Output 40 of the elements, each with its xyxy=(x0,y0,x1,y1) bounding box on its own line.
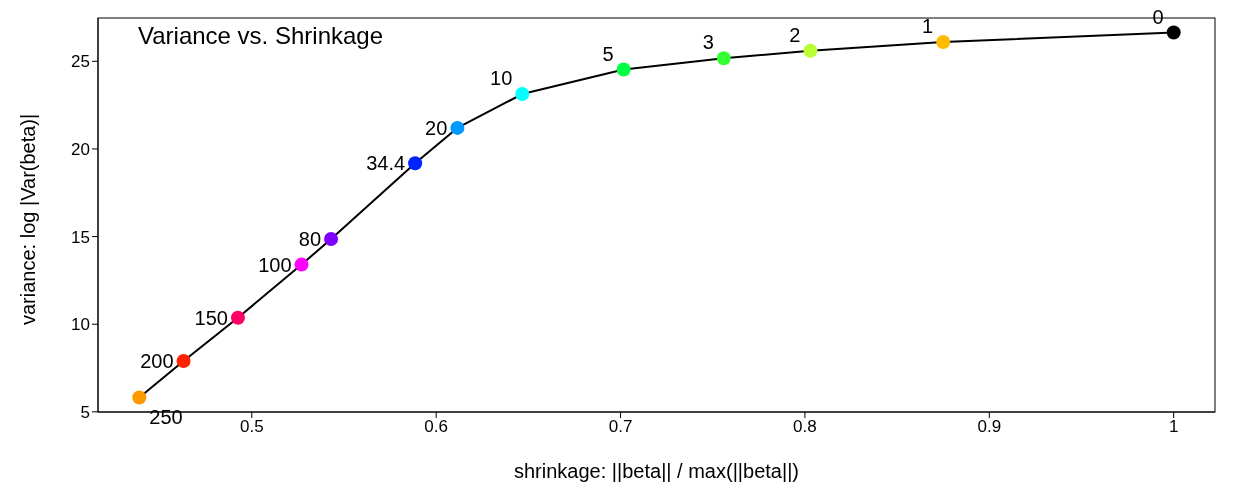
point xyxy=(716,51,731,66)
x-tick-label: 0.7 xyxy=(608,417,633,437)
point xyxy=(1166,25,1181,40)
y-tick-label: 20 xyxy=(71,139,90,159)
annotation: 200 xyxy=(140,350,174,372)
annotation: 20 xyxy=(425,116,448,139)
x-tick-label: 0.8 xyxy=(793,417,817,437)
point xyxy=(936,35,951,50)
point xyxy=(616,62,631,77)
point xyxy=(294,257,309,272)
annotation: 0 xyxy=(1152,5,1164,28)
y-tick-label: 5 xyxy=(80,402,90,422)
point xyxy=(324,232,339,247)
x-axis-title: shrinkage: ||beta|| / max(||beta||) xyxy=(513,460,800,482)
y-tick-label: 10 xyxy=(71,315,90,335)
point xyxy=(132,390,147,405)
annotation: 100 xyxy=(258,253,292,276)
annotation: 10 xyxy=(490,67,513,90)
annotation: 80 xyxy=(298,228,322,251)
annotation: 150 xyxy=(194,306,228,329)
annotation: 1 xyxy=(922,15,934,38)
point xyxy=(450,120,465,135)
x-tick-label: 0.5 xyxy=(239,417,264,437)
x-tick-label: 0.9 xyxy=(977,417,1002,437)
y-tick-label: 15 xyxy=(71,227,90,247)
y-tick-label: 25 xyxy=(71,52,90,72)
y-axis-title: variance: log |Var(beta)| xyxy=(17,113,40,325)
chart-title: Variance vs. Shrinkage xyxy=(138,22,384,49)
x-tick-label: 1 xyxy=(1168,417,1179,437)
point xyxy=(803,43,818,58)
annotation: 3 xyxy=(702,31,714,54)
point xyxy=(515,87,530,102)
annotation: 34.4 xyxy=(366,152,406,175)
point xyxy=(408,156,423,171)
point xyxy=(176,354,191,368)
point xyxy=(230,310,245,325)
annotation: 5 xyxy=(602,42,614,65)
annotation: 2 xyxy=(789,23,801,46)
x-tick-label: 0.6 xyxy=(424,417,448,437)
annotation: 250 xyxy=(149,406,183,429)
